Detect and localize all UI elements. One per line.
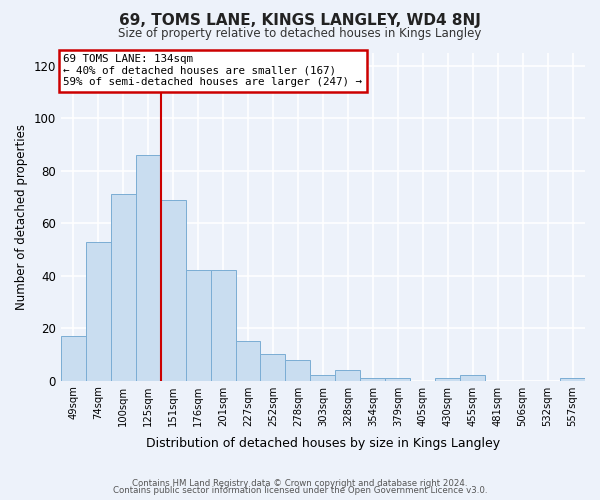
Bar bbox=[435, 378, 460, 380]
Y-axis label: Number of detached properties: Number of detached properties bbox=[15, 124, 28, 310]
Bar bbox=[335, 370, 361, 380]
Bar bbox=[385, 378, 410, 380]
Text: Size of property relative to detached houses in Kings Langley: Size of property relative to detached ho… bbox=[118, 28, 482, 40]
Bar bbox=[310, 376, 335, 380]
Bar bbox=[111, 194, 136, 380]
Bar bbox=[136, 155, 161, 380]
Bar bbox=[211, 270, 236, 380]
Text: Contains HM Land Registry data © Crown copyright and database right 2024.: Contains HM Land Registry data © Crown c… bbox=[132, 478, 468, 488]
Bar bbox=[460, 376, 485, 380]
Bar bbox=[260, 354, 286, 380]
Bar bbox=[61, 336, 86, 380]
Bar bbox=[185, 270, 211, 380]
Text: 69 TOMS LANE: 134sqm
← 40% of detached houses are smaller (167)
59% of semi-deta: 69 TOMS LANE: 134sqm ← 40% of detached h… bbox=[64, 54, 362, 88]
Text: Contains public sector information licensed under the Open Government Licence v3: Contains public sector information licen… bbox=[113, 486, 487, 495]
Bar bbox=[86, 242, 111, 380]
Text: 69, TOMS LANE, KINGS LANGLEY, WD4 8NJ: 69, TOMS LANE, KINGS LANGLEY, WD4 8NJ bbox=[119, 12, 481, 28]
X-axis label: Distribution of detached houses by size in Kings Langley: Distribution of detached houses by size … bbox=[146, 437, 500, 450]
Bar bbox=[236, 342, 260, 380]
Bar bbox=[286, 360, 310, 380]
Bar bbox=[161, 200, 185, 380]
Bar bbox=[361, 378, 385, 380]
Bar bbox=[560, 378, 585, 380]
